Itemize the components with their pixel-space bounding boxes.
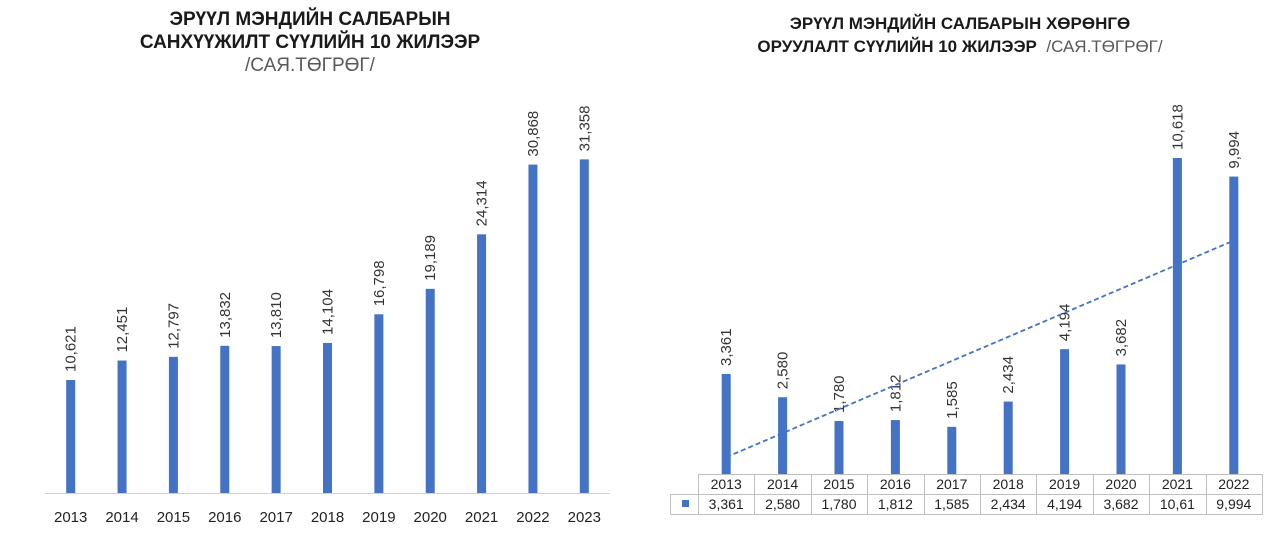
right-data-label-2015: 1,780 — [831, 375, 848, 413]
right-table-value-2016: 1,812 — [878, 496, 913, 512]
left-bar-2016 — [220, 345, 230, 493]
right-data-label-2014: 2,580 — [775, 352, 792, 390]
left-bar-2023 — [579, 159, 589, 493]
left-data-label-2021: 24,314 — [474, 180, 491, 226]
right-table-value-2022: 9,994 — [1216, 496, 1251, 512]
left-data-label-2019: 16,798 — [371, 260, 388, 306]
left-data-label-2018: 14,104 — [320, 289, 337, 335]
left-data-label-2014: 12,451 — [114, 307, 131, 353]
right-bar-2015 — [834, 421, 844, 474]
right-table-value-2021: 10,61 — [1160, 496, 1195, 512]
right-data-label-2020: 3,682 — [1113, 319, 1130, 357]
right-chart-panel: ЭРҮҮЛ МЭНДИЙН САЛБАРЫН ХӨРӨНГӨ ОРУУЛАЛТ … — [640, 0, 1282, 550]
right-bar-2018 — [1003, 401, 1013, 474]
left-x-tick-2016: 2016 — [208, 509, 241, 526]
right-trendline — [725, 239, 1235, 459]
right-table-value-2015: 1,780 — [821, 496, 856, 512]
left-chart-plot: 10,621 2013 12,451 2014 12,797 2015 13,832 2016… — [45, 105, 610, 526]
right-bar-2016 — [890, 420, 900, 474]
left-x-tick-2015: 2015 — [157, 509, 190, 526]
right-bar-2017 — [947, 426, 957, 474]
left-bar-2021 — [477, 234, 487, 493]
left-x-tick-2014: 2014 — [105, 509, 138, 526]
right-table-value-2014: 2,580 — [765, 496, 800, 512]
left-data-label-2013: 10,621 — [63, 326, 80, 372]
right-x-tick-2016: 2016 — [880, 476, 911, 492]
left-title-unit: /САЯ.ТӨГРӨГ/ — [245, 55, 375, 76]
left-bar-2018 — [323, 342, 332, 493]
right-data-label-2018: 2,434 — [1000, 356, 1017, 394]
left-bar-2019 — [374, 314, 384, 493]
right-x-tick-2013: 2013 — [711, 476, 742, 492]
right-table-value-2018: 2,434 — [991, 496, 1026, 512]
right-x-tick-2015: 2015 — [823, 476, 854, 492]
right-bar-2014 — [778, 397, 788, 474]
left-x-tick-2020: 2020 — [414, 509, 447, 526]
left-chart-title: ЭРҮҮЛ МЭНДИЙН САЛБАРЫН САНХҮҮЖИЛТ СҮҮЛИЙ… — [60, 8, 560, 77]
right-x-tick-2020: 2020 — [1105, 476, 1136, 492]
right-bar-2013 — [721, 373, 731, 474]
right-title-unit: /САЯ.ТӨГРӨГ/ — [1046, 37, 1163, 56]
left-x-tick-2019: 2019 — [362, 509, 395, 526]
right-bar-2019 — [1060, 349, 1070, 474]
left-bar-2013 — [66, 380, 76, 493]
right-table-value-2013: 3,361 — [709, 496, 744, 512]
right-bar-2020 — [1116, 364, 1126, 474]
right-table-value-2019: 4,194 — [1047, 496, 1082, 512]
right-bar-2021 — [1172, 158, 1182, 475]
right-table-value-2017: 1,585 — [934, 496, 969, 512]
left-title-line-1: ЭРҮҮЛ МЭНДИЙН САЛБАРЫН — [169, 9, 451, 30]
left-data-label-2023: 31,358 — [576, 105, 593, 151]
right-data-label-2013: 3,361 — [718, 328, 735, 366]
left-x-tick-2022: 2022 — [516, 509, 549, 526]
right-x-tick-2022: 2022 — [1218, 476, 1249, 492]
right-x-tick-2019: 2019 — [1049, 476, 1080, 492]
right-bar-2022 — [1229, 176, 1239, 475]
left-x-tick-2021: 2021 — [465, 509, 498, 526]
left-x-tick-2017: 2017 — [259, 509, 292, 526]
right-x-tick-2014: 2014 — [767, 476, 798, 492]
right-data-label-2016: 1,812 — [887, 375, 904, 413]
left-data-label-2017: 13,810 — [268, 292, 285, 338]
left-data-label-2016: 13,832 — [217, 292, 234, 338]
left-bar-2020 — [425, 288, 435, 493]
left-x-tick-2018: 2018 — [311, 509, 344, 526]
right-x-tick-2021: 2021 — [1162, 476, 1193, 492]
right-chart-plot: 3,361 2,580 1,780 1,812 1,585 2,434 4,194 3,682… — [670, 104, 1263, 515]
right-title-line-1: ЭРҮҮЛ МЭНДИЙН САЛБАРЫН ХӨРӨНГӨ — [789, 14, 1131, 33]
right-x-tick-2017: 2017 — [936, 476, 967, 492]
left-x-tick-2023: 2023 — [568, 509, 601, 526]
left-chart-panel: ЭРҮҮЛ МЭНДИЙН САЛБАРЫН САНХҮҮЖИЛТ СҮҮЛИЙ… — [0, 0, 640, 550]
left-x-tick-2013: 2013 — [54, 509, 87, 526]
left-bar-2014 — [117, 360, 127, 493]
left-title-line-2: САНХҮҮЖИЛТ СҮҮЛИЙН 10 ЖИЛЭЭР — [139, 32, 481, 53]
left-data-label-2020: 19,189 — [422, 235, 439, 281]
left-bar-2017 — [271, 346, 281, 493]
right-x-tick-2018: 2018 — [993, 476, 1024, 492]
right-data-label-2021: 10,618 — [1169, 104, 1186, 150]
right-data-label-2017: 1,585 — [944, 381, 961, 419]
right-legend-key — [682, 500, 689, 507]
left-bar-2015 — [168, 356, 178, 493]
left-bar-2022 — [528, 164, 538, 494]
right-data-label-2022: 9,994 — [1226, 131, 1243, 169]
right-data-label-2019: 4,194 — [1057, 304, 1074, 342]
right-chart-title: ЭРҮҮЛ МЭНДИЙН САЛБАРЫН ХӨРӨНГӨ ОРУУЛАЛТ … — [680, 12, 1240, 58]
right-table-value-2020: 3,682 — [1103, 496, 1138, 512]
left-data-label-2022: 30,868 — [525, 111, 542, 157]
right-title-line-2: ОРУУЛАЛТ СҮҮЛИЙН 10 ЖИЛЭЭР — [757, 37, 1037, 56]
left-data-label-2015: 12,797 — [165, 303, 182, 349]
